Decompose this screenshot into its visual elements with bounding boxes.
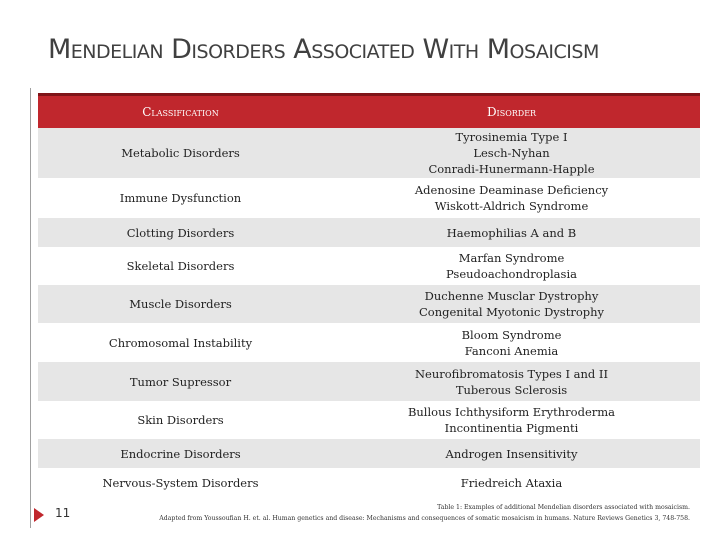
- disorder-line: Incontinentia Pigmenti: [444, 421, 579, 435]
- left-rule: [30, 88, 31, 528]
- classification-cell: Chromosomal Instability: [108, 335, 253, 350]
- disorder-line: Fanconi Anemia: [464, 343, 559, 358]
- disorder-line: Tyrosinemia Type I: [455, 130, 568, 144]
- disorder-cell: Adenosine Deaminase Deficiency Wiskott-Al…: [323, 182, 700, 214]
- caption-line: Table 1: Examples of additional Mendelia…: [437, 504, 690, 511]
- disorder-line: Pseudoachondroplasia: [446, 267, 577, 281]
- disorder-line: Lesch-Nyhan: [473, 146, 550, 160]
- table-row: Nervous-System Disorders Friedreich Ataxi…: [38, 468, 700, 498]
- caption: Table 1: Examples of additional Mendelia…: [110, 502, 690, 524]
- disorder-cell: Bloom Syndrome Fanconi Anemia: [323, 327, 700, 359]
- classification-cell: Muscle Disorders: [129, 297, 232, 311]
- table-row: Endocrine Disorders Androgen Insensitivit…: [38, 439, 700, 468]
- disorder-cell: Neurofibromatosis Types I and II Tuberous…: [323, 366, 700, 398]
- table-row: Immune Dysfunction Adenosine Deaminase De…: [38, 178, 700, 218]
- disorder-line: Androgen Insensitivity: [445, 446, 578, 461]
- slide-title: Mendelian Disorders Associated With Mosa…: [48, 34, 599, 65]
- table-row: Muscle Disorders Duchenne Musclar Dystrop…: [38, 285, 700, 323]
- disorder-line: Adenosine Deaminase Deficiency: [414, 183, 609, 197]
- classification-cell: Skin Disorders: [137, 413, 224, 427]
- table-row: Clotting Disorders Haemophilias A and B: [38, 218, 700, 247]
- disorder-cell: Bullous Ichthysiform Erythroderma Inconti…: [323, 404, 700, 436]
- disorder-cell: Haemophilias A and B: [323, 225, 700, 241]
- classification-cell: Nervous-System Disorders: [102, 476, 259, 490]
- column-header: Disorder: [486, 105, 537, 119]
- page-number: 11: [55, 506, 71, 520]
- table-row: Chromosomal Instability Bloom Syndrome Fan…: [38, 323, 700, 362]
- disorder-line: Haemophilias A and B: [446, 225, 577, 240]
- disorder-line: Friedreich Ataxia: [460, 476, 563, 490]
- disorder-line: Duchenne Musclar Dystrophy: [424, 289, 599, 303]
- table-row: Skin Disorders Bullous Ichthysiform Eryth…: [38, 401, 700, 439]
- disorder-line: Wiskott-Aldrich Syndrome: [434, 199, 589, 213]
- disorder-line: Conradi-Hunermann-Happle: [428, 162, 595, 176]
- disorder-cell: Friedreich Ataxia: [323, 475, 700, 491]
- caption-line: Adapted from Youssoufian H. et. al. Huma…: [159, 515, 690, 522]
- classification-cell: Tumor Supressor: [129, 374, 232, 389]
- disorder-line: Neurofibromatosis Types I and II: [414, 366, 609, 381]
- disorder-cell: Marfan Syndrome Pseudoachondroplasia: [323, 250, 700, 282]
- disorder-line: Bloom Syndrome: [461, 327, 562, 342]
- classification-cell: Metabolic Disorders: [121, 146, 240, 160]
- table-header: Classification Disorder: [38, 93, 700, 128]
- classification-cell: Skeletal Disorders: [126, 259, 235, 273]
- disorder-line: Congenital Myotonic Dystrophy: [418, 305, 605, 319]
- column-header: Classification: [142, 105, 219, 119]
- disorder-line: Tuberous Sclerosis: [455, 382, 568, 397]
- disorder-cell: Duchenne Musclar Dystrophy Congenital Myo…: [323, 288, 700, 320]
- classification-cell: Immune Dysfunction: [119, 191, 242, 205]
- table-row: Metabolic Disorders Tyrosinemia Type I Les…: [38, 128, 700, 178]
- page-marker: [34, 508, 44, 522]
- table-row: Skeletal Disorders Marfan Syndrome Pseudoa…: [38, 247, 700, 285]
- disorder-line: Bullous Ichthysiform Erythroderma: [407, 405, 616, 419]
- table: Classification Disorder Metabolic Disorder…: [38, 93, 700, 498]
- disorder-line: Marfan Syndrome: [458, 251, 565, 265]
- disorder-cell: Tyrosinemia Type I Lesch-Nyhan Conradi-Hun…: [323, 129, 700, 177]
- table-row: Tumor Supressor Neurofibromatosis Types I…: [38, 362, 700, 401]
- classification-cell: Clotting Disorders: [126, 225, 235, 240]
- disorder-cell: Androgen Insensitivity: [323, 446, 700, 462]
- classification-cell: Endocrine Disorders: [120, 446, 241, 461]
